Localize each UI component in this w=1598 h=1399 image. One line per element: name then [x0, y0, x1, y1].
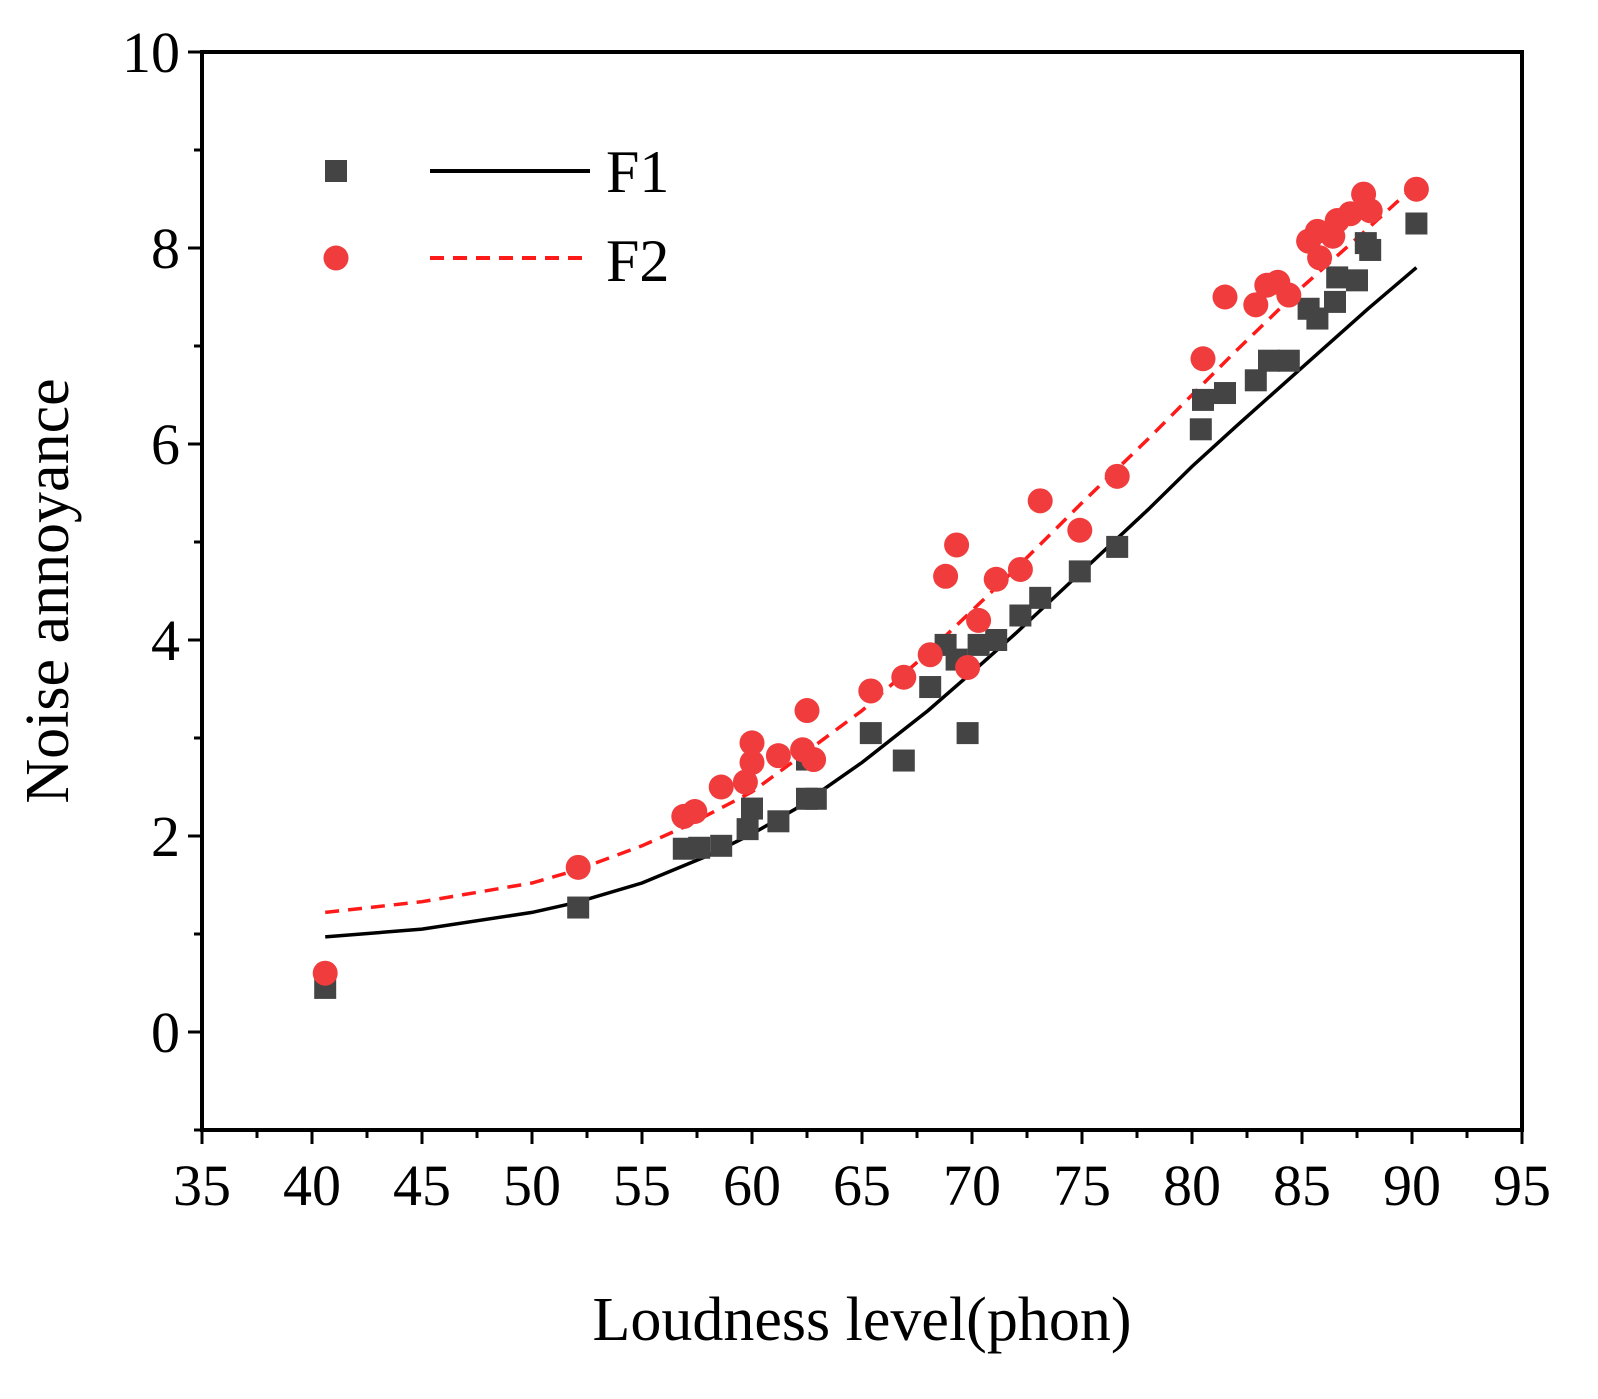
point-f1: [1189, 418, 1212, 441]
y-axis-title: Noise annoyance: [14, 378, 82, 803]
point-f1: [967, 633, 990, 656]
y-tick-label: 0: [151, 1000, 180, 1065]
point-f2: [933, 563, 959, 589]
point-f2: [708, 774, 734, 800]
point-f2: [1212, 284, 1238, 310]
point-f2: [794, 698, 820, 724]
point-f1: [892, 749, 915, 772]
point-f1: [1277, 349, 1300, 372]
point-f1: [1214, 382, 1236, 405]
point-f2: [1067, 517, 1093, 543]
x-tick-label: 65: [833, 1153, 891, 1218]
point-f1: [1405, 212, 1428, 235]
point-f1: [859, 722, 882, 745]
data-points: [312, 176, 1429, 999]
point-f2: [966, 607, 992, 633]
legend: F1 F2: [323, 139, 669, 294]
point-f2: [1276, 282, 1302, 308]
legend-marker-f2: [323, 245, 349, 271]
x-tick-label: 35: [173, 1153, 231, 1218]
point-f2: [1357, 198, 1383, 224]
point-f1: [1244, 369, 1267, 392]
point-f1: [956, 722, 979, 745]
point-f1: [741, 797, 763, 820]
point-f1: [688, 836, 711, 859]
x-tick-label: 70: [943, 1153, 1001, 1218]
y-tick-label: 6: [151, 412, 180, 477]
legend-marker-f1: [325, 160, 347, 182]
legend-label-f2: F2: [606, 228, 669, 294]
point-f1: [1068, 560, 1091, 583]
point-f1: [1009, 604, 1032, 627]
point-f2: [1007, 556, 1033, 582]
point-f1: [1359, 238, 1382, 261]
point-f2: [1104, 463, 1130, 489]
point-f1: [1106, 535, 1129, 558]
x-tick-label: 95: [1493, 1153, 1551, 1218]
x-tick-label: 85: [1273, 1153, 1331, 1218]
axis-ticks: 35 40 45 50 55 60 65 70 75 80 85 90 95 0 2 4 6 8 10: [122, 20, 1551, 1218]
point-f1: [985, 629, 1008, 651]
y-tick-label: 4: [151, 608, 180, 673]
point-f2: [1243, 292, 1269, 318]
point-f1: [804, 787, 827, 810]
point-f1: [567, 896, 590, 919]
x-tick-label: 55: [613, 1153, 671, 1218]
point-f2: [765, 743, 791, 769]
y-tick-label: 8: [151, 216, 180, 281]
point-f2: [917, 642, 943, 668]
point-f2: [1403, 176, 1429, 202]
x-tick-label: 45: [393, 1153, 451, 1218]
point-f2: [732, 769, 758, 795]
point-f1: [1258, 349, 1280, 372]
point-f2: [565, 854, 591, 880]
point-f1: [710, 834, 733, 857]
point-f2: [739, 750, 765, 775]
point-f2: [1337, 201, 1363, 227]
x-tick-label: 90: [1383, 1153, 1441, 1218]
point-f2: [739, 730, 765, 756]
point-f2: [891, 664, 917, 690]
y-tick-label: 10: [122, 20, 180, 85]
point-f2: [1027, 488, 1053, 514]
point-f1: [767, 810, 790, 833]
point-f2: [1190, 346, 1216, 372]
legend-label-f1: F1: [606, 139, 669, 205]
point-f2: [682, 799, 708, 824]
x-tick-label: 50: [503, 1153, 561, 1218]
x-tick-label: 80: [1163, 1153, 1221, 1218]
point-f1: [919, 676, 942, 699]
point-f2: [944, 532, 970, 558]
point-f1: [1326, 266, 1349, 289]
point-f1: [1324, 290, 1346, 313]
point-f1: [736, 818, 759, 841]
x-axis-title: Loudness level(phon): [593, 1286, 1132, 1354]
point-f1: [1192, 388, 1214, 411]
x-tick-label: 75: [1053, 1153, 1111, 1218]
point-f2: [1307, 245, 1333, 271]
point-f1: [1029, 586, 1052, 609]
point-f2: [983, 566, 1009, 592]
point-f2: [955, 654, 981, 680]
point-f2: [858, 678, 884, 704]
point-f2: [312, 960, 338, 986]
x-tick-label: 40: [283, 1153, 341, 1218]
point-f1: [1346, 269, 1368, 292]
x-tick-label: 60: [723, 1153, 781, 1218]
y-tick-label: 2: [151, 804, 180, 869]
point-f1: [1306, 307, 1329, 330]
point-f2: [801, 747, 827, 773]
